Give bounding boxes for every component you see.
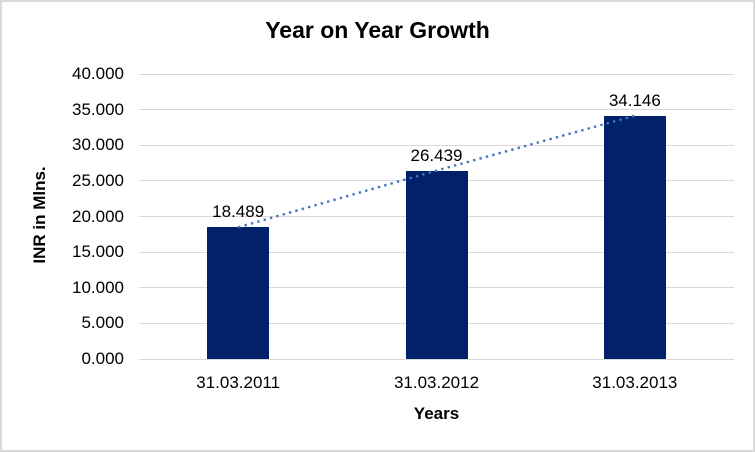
x-tick-label: 31.03.2013 [592, 373, 678, 392]
bar-value-label: 26.439 [410, 145, 463, 165]
y-tick-label: 40.000 [72, 64, 124, 83]
y-tick-label: 15.000 [72, 242, 124, 262]
y-tick-label: 20.000 [72, 206, 124, 226]
gridline [139, 109, 734, 111]
y-tick-label: 30.000 [72, 135, 124, 155]
bar-value-label: 18.489 [212, 202, 265, 222]
bar [207, 227, 270, 359]
x-tick-label: 31.03.2011 [196, 373, 281, 392]
gridline [139, 73, 734, 75]
y-tick-label: 25.000 [72, 170, 124, 190]
bar [405, 170, 468, 359]
y-tick-label: 35.000 [72, 99, 124, 119]
bar [603, 115, 666, 359]
chart-title: Year on Year Growth [265, 17, 490, 43]
y-tick-label: 10.000 [72, 277, 124, 297]
x-axis-title: Years [413, 404, 460, 423]
x-tick-label: 31.03.2012 [393, 373, 480, 392]
gridline [139, 358, 734, 360]
bar-value-label: 34.146 [608, 90, 661, 110]
y-tick-label: 5.000 [81, 313, 124, 333]
y-tick-label: 0.000 [81, 349, 124, 368]
